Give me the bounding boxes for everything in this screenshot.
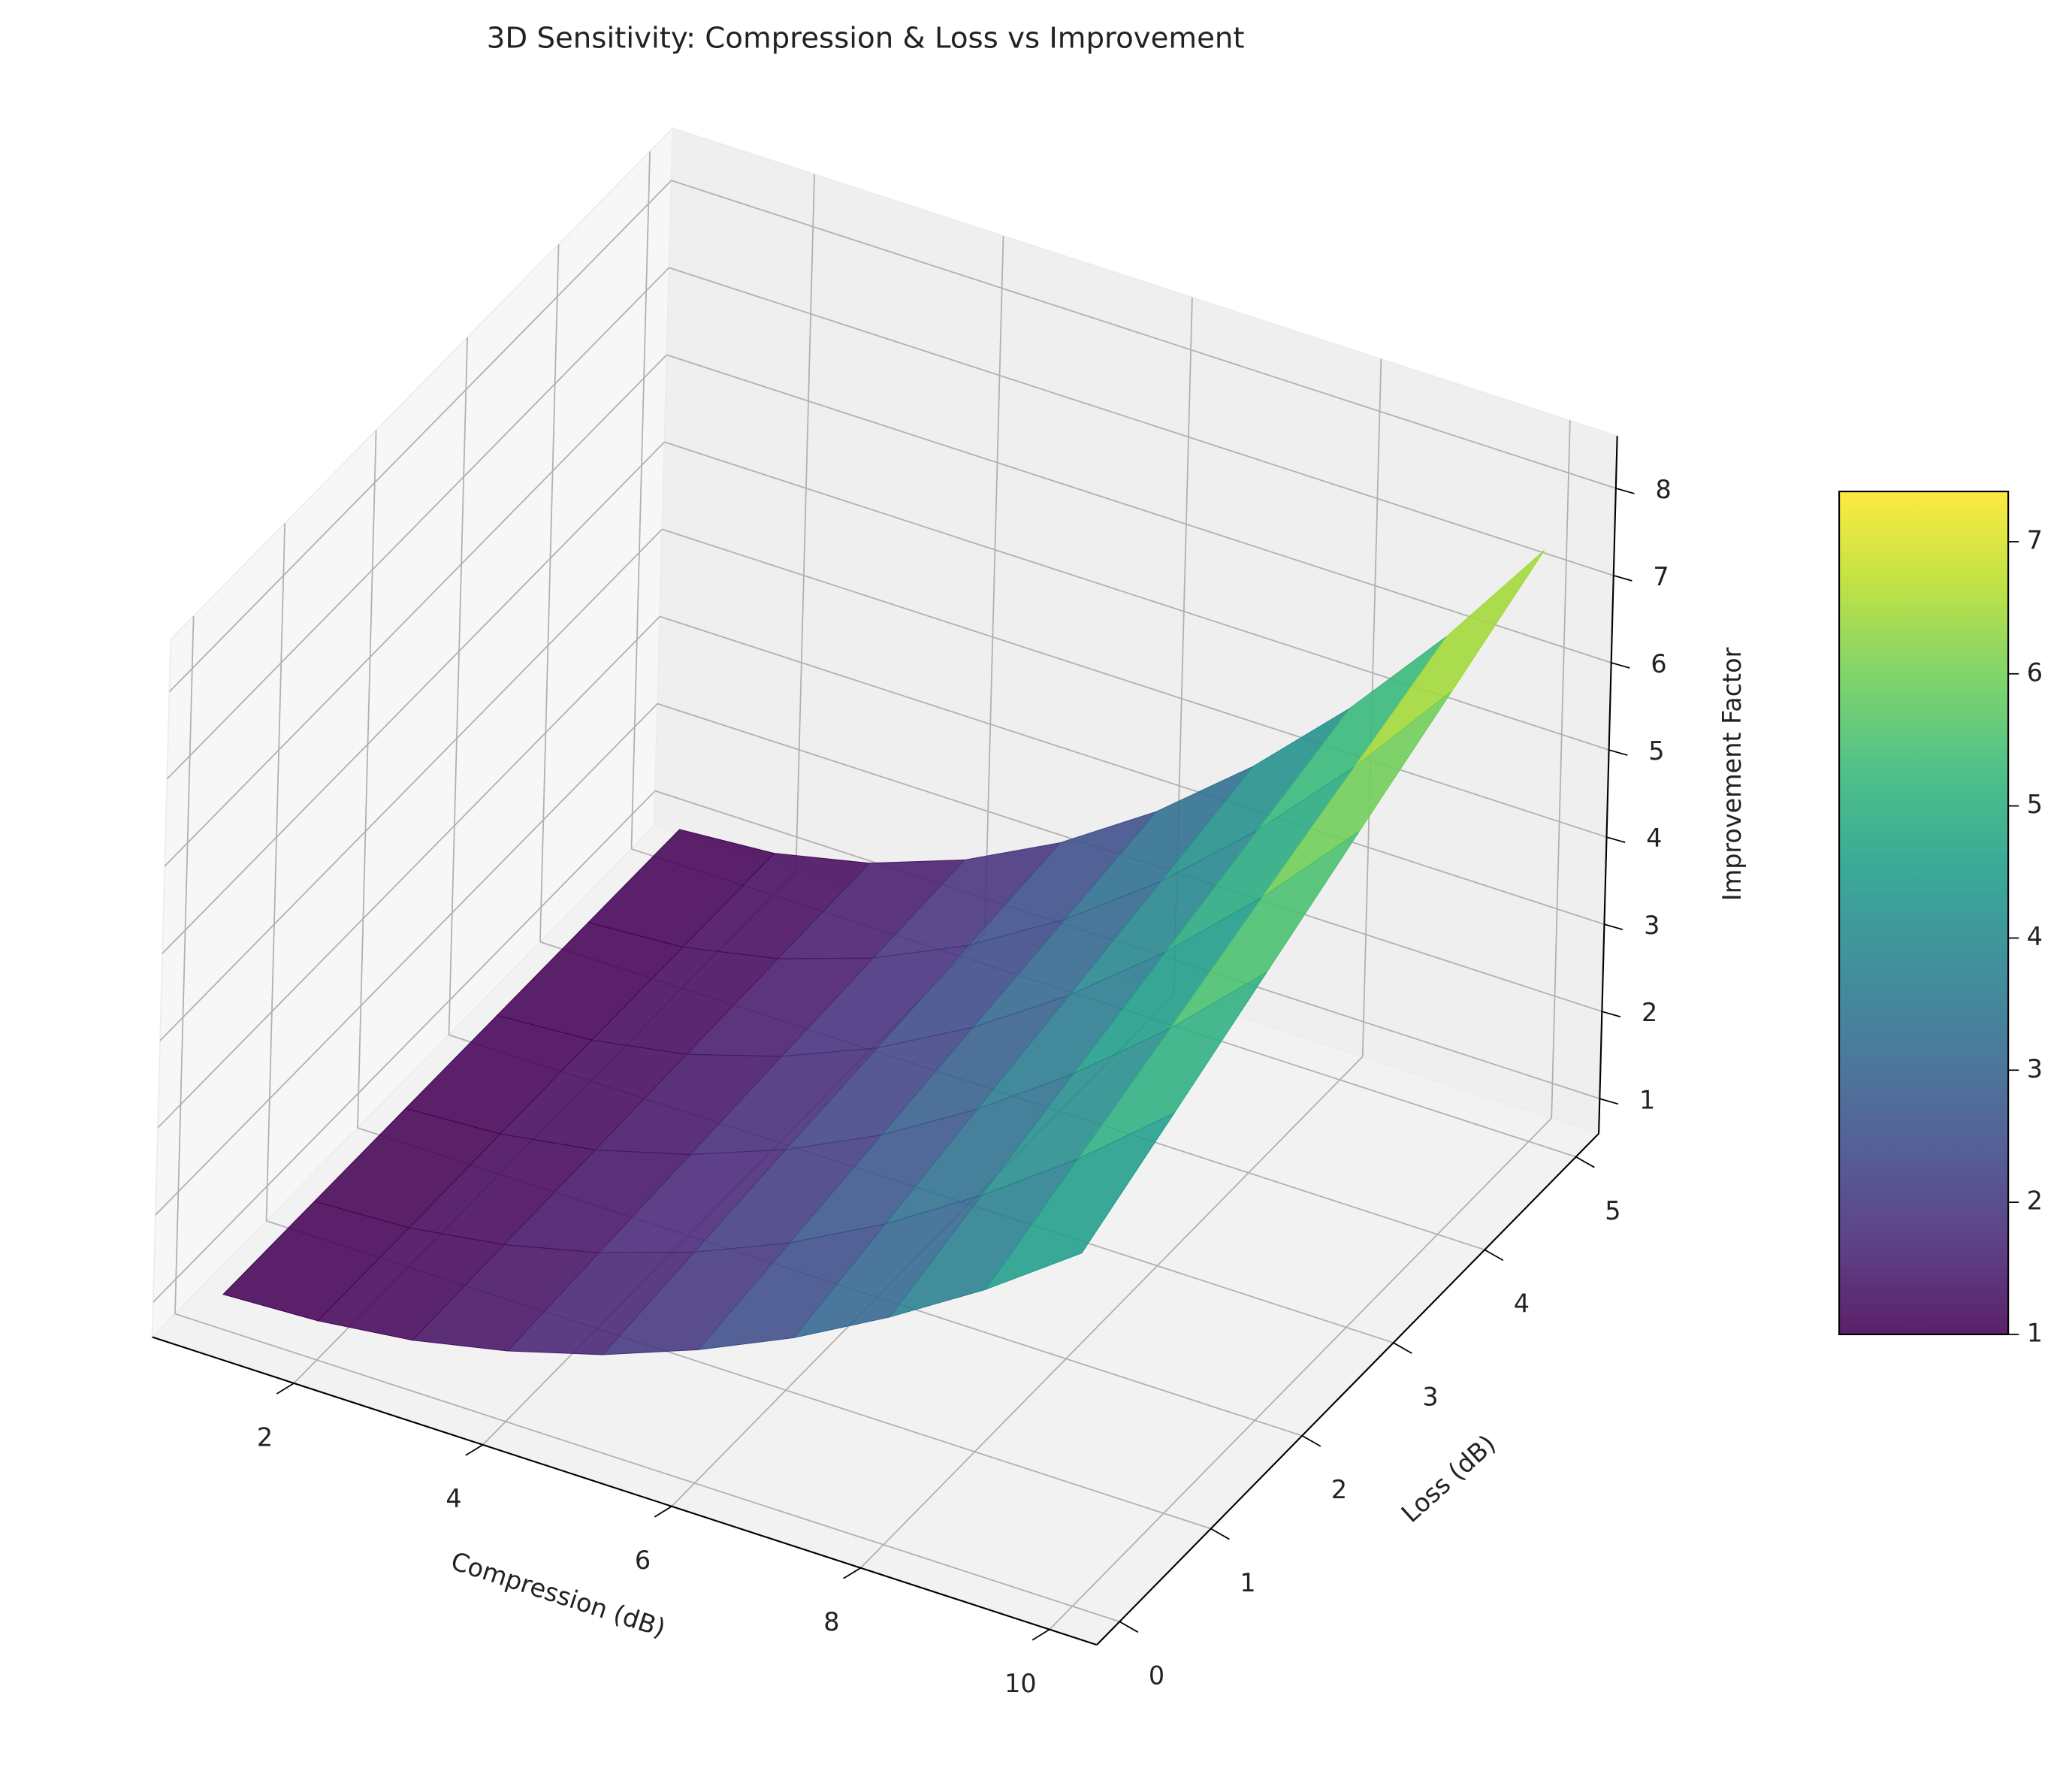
y-axis-label: Loss (dB) [1396, 1429, 1502, 1528]
y-tick [1210, 1528, 1230, 1540]
y-tick-label: 4 [1514, 1289, 1530, 1319]
grid-line [448, 337, 468, 1035]
y-tick-label: 5 [1605, 1196, 1620, 1225]
x-tick-label: 10 [1004, 1669, 1037, 1698]
grid-line [157, 615, 660, 1129]
grid-line [357, 430, 377, 1129]
z-tick [1615, 488, 1635, 494]
y-tick-label: 3 [1422, 1382, 1438, 1411]
y-tick [1301, 1435, 1321, 1447]
z-tick [1611, 662, 1630, 669]
grid-line [659, 615, 1605, 925]
colorbar-tick-label: 7 [2027, 525, 2043, 555]
z-tick [1602, 1011, 1621, 1018]
grid-line [662, 528, 1607, 838]
colorbar-tick-label: 3 [2027, 1054, 2043, 1083]
colorbar-tick-label: 5 [2027, 790, 2043, 819]
y-tick [1393, 1342, 1412, 1354]
z-tick-label: 7 [1653, 562, 1669, 591]
z-tick-label: 2 [1642, 998, 1657, 1027]
z-tick [1613, 575, 1633, 582]
z-tick [1608, 749, 1628, 756]
grid-line [265, 523, 286, 1221]
y-tick-label: 1 [1240, 1568, 1255, 1597]
y-tick [1119, 1621, 1139, 1633]
colorbar [1838, 491, 2010, 1336]
z-tick-label: 1 [1639, 1085, 1655, 1114]
grid-line [155, 703, 658, 1216]
colorbar-tick-label: 1 [2027, 1318, 2043, 1347]
grid-line [159, 528, 663, 1041]
x-tick-label: 8 [823, 1607, 839, 1636]
colorbar-tick-label: 4 [2027, 922, 2043, 951]
y-tick-label: 2 [1331, 1475, 1347, 1504]
grid-line [859, 1056, 1364, 1569]
z-tick-label: 3 [1644, 911, 1660, 940]
z-tick-label: 4 [1646, 824, 1662, 853]
z-axis-label: Improvement Factor [1717, 647, 1747, 901]
colorbar-tick-label: 2 [2027, 1186, 2043, 1216]
z-tick [1599, 1098, 1619, 1105]
z-tick [1604, 923, 1623, 931]
z-tick [1606, 836, 1626, 843]
grid-line [168, 180, 672, 693]
axis-line [152, 1336, 1098, 1646]
grid-line [630, 151, 651, 849]
grid-line [539, 244, 560, 942]
grid-line [153, 790, 656, 1303]
grid-line [174, 616, 195, 1314]
grid-line [1551, 420, 1571, 1119]
x-tick-label: 2 [257, 1422, 273, 1452]
grid-line [166, 267, 670, 780]
colorbar-tick-label: 6 [2027, 657, 2043, 687]
x-tick [465, 1444, 484, 1456]
x-tick-label: 6 [635, 1546, 651, 1575]
y-tick [1575, 1156, 1595, 1168]
x-tick [276, 1383, 294, 1395]
axis-line [1598, 436, 1618, 1134]
surface-patch [984, 1112, 1176, 1291]
grid-line [164, 354, 668, 867]
grid-line [983, 235, 1004, 934]
chart-title: 3D Sensitivity: Compression & Loss vs Im… [487, 21, 1245, 55]
z-tick-label: 8 [1656, 475, 1672, 504]
y-tick [1484, 1249, 1504, 1262]
grid-line [671, 180, 1617, 489]
grid-line [795, 174, 815, 872]
z-tick-label: 5 [1648, 736, 1664, 766]
z-tick-label: 6 [1651, 649, 1666, 678]
grid-line [666, 354, 1611, 663]
grid-line [162, 441, 665, 954]
x-tick [1031, 1628, 1050, 1641]
axis-line [1096, 1132, 1599, 1646]
grid-line [174, 1313, 1120, 1623]
grid-line [669, 267, 1614, 576]
x-tick [654, 1506, 672, 1518]
grid-line [664, 441, 1609, 751]
x-tick [843, 1567, 862, 1579]
y-tick-label: 0 [1149, 1661, 1164, 1691]
grid-line [1049, 1117, 1552, 1630]
x-tick-label: 4 [446, 1484, 461, 1513]
